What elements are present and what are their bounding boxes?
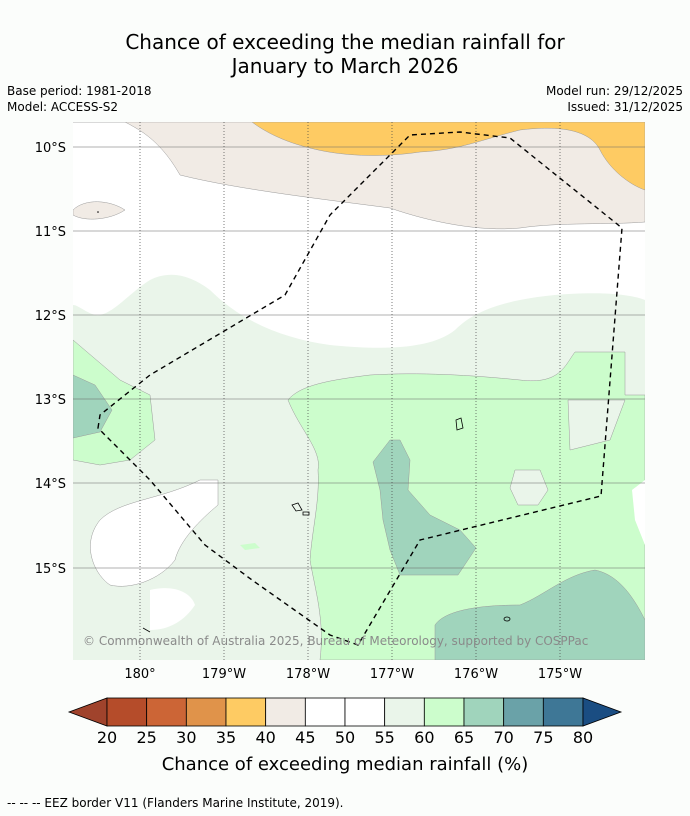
eez-border bbox=[97, 131, 623, 646]
colorbar-cell bbox=[225, 697, 267, 727]
colorbar-extend-high bbox=[582, 697, 623, 727]
lon-labels: 180° 179°W 178°W 177°W 176°W 175°W bbox=[124, 667, 582, 682]
region-35-40 bbox=[251, 122, 645, 191]
lat-label-10s: 10°S bbox=[35, 141, 66, 156]
lon-label-176w: 176°W bbox=[454, 667, 498, 682]
island-5 bbox=[142, 627, 151, 633]
model-run: Model run: 29/12/2025 bbox=[545, 84, 683, 98]
island-4 bbox=[503, 616, 511, 622]
island-1 bbox=[455, 417, 464, 431]
map-title: Chance of exceeding the median rainfall … bbox=[0, 30, 690, 78]
region-40-45-small bbox=[73, 201, 126, 220]
base-period: Base period: 1981-2018 bbox=[7, 84, 152, 98]
colorbar-cell bbox=[463, 697, 505, 727]
colorbar-cell bbox=[146, 697, 187, 727]
colorbar-cell bbox=[423, 697, 465, 727]
region-65-70-left bbox=[73, 374, 113, 439]
lat-labels: 10°S 11°S 12°S 13°S 14°S 15°S bbox=[35, 141, 66, 577]
colorbar-tick-label: 80 bbox=[573, 728, 593, 747]
colorbar-tick-label: 35 bbox=[216, 728, 236, 747]
lat-label-11s: 11°S bbox=[35, 225, 66, 240]
region-50-55-bottom bbox=[150, 588, 195, 630]
lat-label-14s: 14°S bbox=[35, 477, 66, 492]
island-3 bbox=[302, 511, 310, 516]
lon-label-180: 180° bbox=[124, 667, 155, 682]
colorbar-cell bbox=[542, 697, 584, 727]
title-line-1: Chance of exceeding the median rainfall … bbox=[125, 30, 565, 54]
island-6 bbox=[97, 211, 99, 213]
colorbar-tick-label: 45 bbox=[295, 728, 315, 747]
attribution: © Commonwealth of Australia 2025, Bureau… bbox=[83, 634, 588, 648]
map-plot-area bbox=[73, 122, 645, 660]
colorbar-tick-label: 25 bbox=[136, 728, 156, 747]
colorbar-cell bbox=[304, 697, 346, 727]
lat-label-13s: 13°S bbox=[35, 393, 66, 408]
title-line-2: January to March 2026 bbox=[231, 54, 459, 78]
rainfall-map: © Commonwealth of Australia 2025, Bureau… bbox=[35, 122, 645, 682]
meta-right: Model run: 29/12/2025 Issued: 31/12/2025 bbox=[546, 83, 683, 115]
colorbar-cells bbox=[67, 697, 623, 727]
lat-gridlines bbox=[73, 146, 645, 569]
region-55-60-pocket bbox=[567, 399, 626, 451]
colorbar-cell bbox=[265, 697, 306, 727]
region-40-45 bbox=[73, 122, 645, 230]
colorbar-cell bbox=[503, 697, 544, 727]
region-60-65-small bbox=[240, 543, 260, 550]
lon-label-179w: 179°W bbox=[202, 667, 246, 682]
colorbar-extend-low bbox=[67, 697, 108, 727]
region-65-70-bottom bbox=[434, 569, 645, 660]
colorbar-tick-label: 60 bbox=[414, 728, 434, 747]
island-2 bbox=[291, 502, 303, 512]
colorbar-cell bbox=[106, 697, 148, 727]
colorbar-tick-label: 20 bbox=[97, 728, 117, 747]
lat-label-15s: 15°S bbox=[35, 562, 66, 577]
colorbar-tick-label: 50 bbox=[335, 728, 355, 747]
meta-left: Base period: 1981-2018 Model: ACCESS-S2 bbox=[7, 83, 152, 115]
colorbar-cell bbox=[384, 697, 425, 727]
region-55-60-pocket-2 bbox=[509, 469, 549, 506]
region-50-55-right bbox=[632, 480, 645, 545]
colorbar-tick-label: 70 bbox=[493, 728, 513, 747]
colorbar-ticks: 20 25 30 35 40 45 50 55 60 65 70 75 80 bbox=[97, 728, 593, 747]
colorbar-tick-label: 75 bbox=[533, 728, 553, 747]
lat-label-12s: 12°S bbox=[35, 309, 66, 324]
issued-date: Issued: 31/12/2025 bbox=[567, 100, 683, 114]
footnote: -- -- -- EEZ border V11 (Flanders Marine… bbox=[7, 796, 344, 810]
colorbar-label: Chance of exceeding median rainfall (%) bbox=[162, 754, 529, 775]
colorbar-cell bbox=[185, 697, 227, 727]
lon-label-178w: 178°W bbox=[286, 667, 330, 682]
lon-label-175w: 175°W bbox=[538, 667, 582, 682]
region-50-55-left bbox=[90, 479, 219, 587]
region-65-70-center bbox=[372, 439, 477, 576]
lon-label-177w: 177°W bbox=[370, 667, 414, 682]
colorbar-tick-label: 65 bbox=[454, 728, 474, 747]
colorbar: 20 25 30 35 40 45 50 55 60 65 70 75 80 Chance of exc… bbox=[67, 697, 623, 775]
colorbar-tick-label: 55 bbox=[374, 728, 394, 747]
colorbar-cell bbox=[344, 697, 386, 727]
region-60-65-left bbox=[73, 339, 156, 466]
region-60-65-center bbox=[287, 351, 645, 660]
colorbar-tick-label: 40 bbox=[255, 728, 275, 747]
colorbar-tick-label: 30 bbox=[176, 728, 196, 747]
model-name: Model: ACCESS-S2 bbox=[7, 100, 119, 114]
